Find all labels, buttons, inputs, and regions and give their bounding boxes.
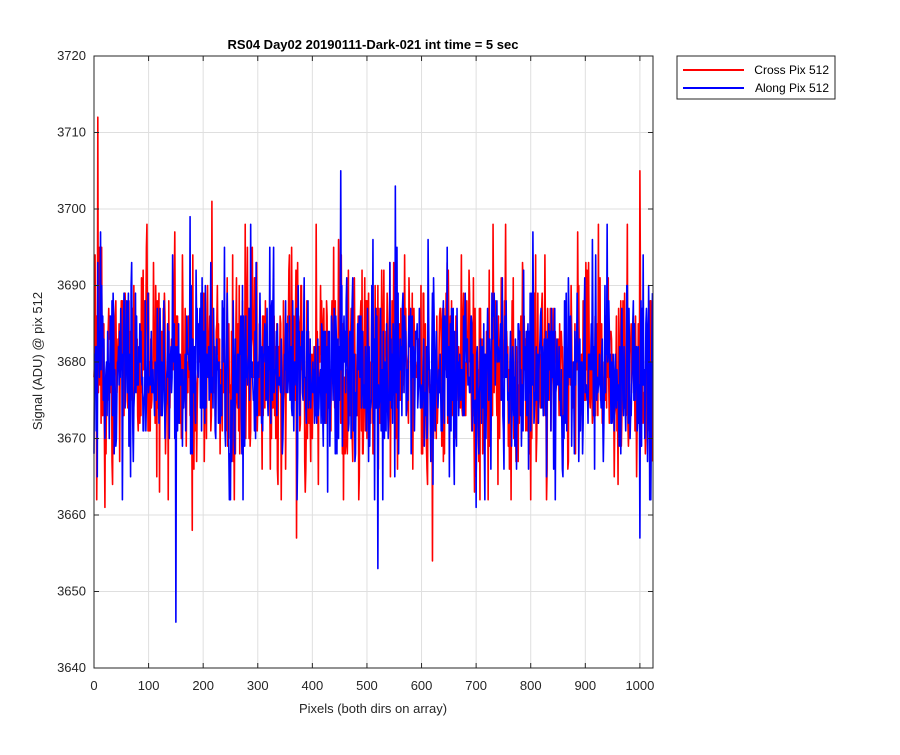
chart-title: RS04 Day02 20190111-Dark-021 int time = … bbox=[228, 37, 519, 52]
x-tick-label: 1000 bbox=[625, 678, 654, 693]
legend-box bbox=[676, 55, 836, 100]
x-tick-label: 400 bbox=[302, 678, 324, 693]
x-axis-label: Pixels (both dirs on array) bbox=[299, 701, 447, 716]
y-tick-label: 3710 bbox=[57, 125, 86, 140]
axis-ticks: 0 100 200 300 400 500 600 700 800 900 1000 3640 3650… bbox=[57, 48, 654, 693]
x-tick-label: 0 bbox=[90, 678, 97, 693]
y-tick-label: 3650 bbox=[57, 584, 86, 599]
x-tick-label: 100 bbox=[138, 678, 160, 693]
series-lines bbox=[93, 116, 654, 623]
y-tick-label: 3720 bbox=[57, 48, 86, 63]
legend-label-along: Along Pix 512 bbox=[755, 81, 829, 95]
x-tick-label: 200 bbox=[192, 678, 214, 693]
y-tick-label: 3700 bbox=[57, 201, 86, 216]
y-tick-label: 3660 bbox=[57, 507, 86, 522]
y-tick-label: 3670 bbox=[57, 431, 86, 446]
x-tick-label: 600 bbox=[411, 678, 433, 693]
x-tick-label: 900 bbox=[574, 678, 596, 693]
x-tick-label: 700 bbox=[465, 678, 487, 693]
x-tick-label: 800 bbox=[520, 678, 542, 693]
y-axis-label: Signal (ADU) @ pix 512 bbox=[30, 292, 45, 430]
legend: Cross Pix 512 Along Pix 512 bbox=[676, 55, 836, 100]
legend-label-cross: Cross Pix 512 bbox=[754, 63, 829, 77]
series-line-1 bbox=[93, 169, 654, 623]
x-tick-label: 300 bbox=[247, 678, 269, 693]
y-tick-label: 3640 bbox=[57, 660, 86, 675]
x-tick-label: 500 bbox=[356, 678, 378, 693]
y-tick-label: 3690 bbox=[57, 278, 86, 293]
y-tick-label: 3680 bbox=[57, 354, 86, 369]
